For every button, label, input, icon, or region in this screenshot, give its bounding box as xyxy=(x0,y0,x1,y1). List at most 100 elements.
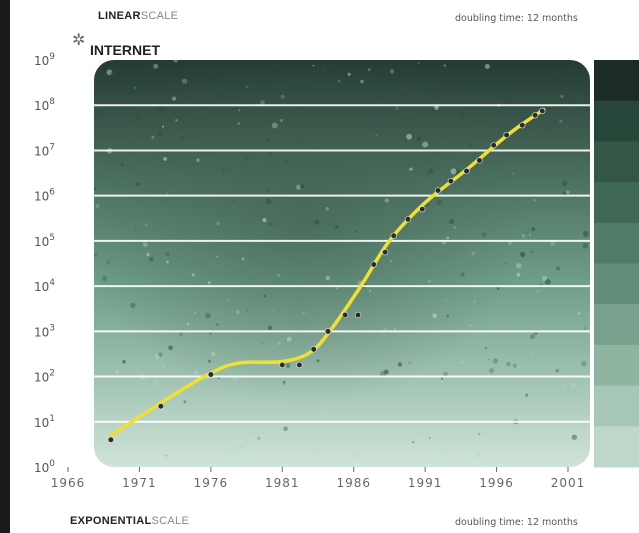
texture-dot xyxy=(288,396,292,400)
x-tick-label: 1981 xyxy=(265,476,300,490)
texture-dot xyxy=(165,251,170,257)
texture-dot xyxy=(173,60,178,63)
legend-swatch xyxy=(594,385,639,427)
texture-dot xyxy=(183,400,187,404)
texture-dot xyxy=(531,250,534,253)
texture-dot xyxy=(542,384,545,387)
texture-dot xyxy=(584,327,587,330)
y-tick-exponent: 9 xyxy=(49,52,55,62)
texture-dot xyxy=(487,358,490,361)
texture-dot xyxy=(267,201,270,204)
x-axis-tick-marks xyxy=(67,467,569,472)
texture-dot xyxy=(578,61,581,64)
texture-dot xyxy=(443,371,448,377)
data-point xyxy=(296,361,303,369)
chart-title: ✲ INTERNET xyxy=(72,32,160,58)
texture-dot xyxy=(389,260,392,263)
y-tick-exponent: 0 xyxy=(49,459,55,469)
data-point xyxy=(324,328,332,335)
texture-dot xyxy=(444,298,447,301)
legend-swatch xyxy=(594,263,639,305)
legend-swatch xyxy=(594,141,639,183)
texture-dot xyxy=(420,101,427,108)
data-point xyxy=(342,311,349,319)
texture-dot xyxy=(504,262,507,265)
texture-dot xyxy=(267,325,273,330)
data-points xyxy=(107,107,546,443)
texture-dot xyxy=(268,222,273,227)
y-tick-label: 105 xyxy=(34,233,55,249)
texture-dot xyxy=(461,361,464,364)
texture-dot xyxy=(440,377,444,380)
texture-dot xyxy=(448,218,455,225)
texture-dot xyxy=(422,141,429,148)
texture-dot xyxy=(484,346,488,350)
texture-dot xyxy=(443,64,447,67)
texture-dot xyxy=(393,327,396,330)
texture-dot xyxy=(553,71,559,77)
texture-dot xyxy=(325,275,331,281)
texture-dot xyxy=(285,160,288,164)
texture-dot xyxy=(314,219,320,225)
y-tick-label: 100 xyxy=(34,459,55,475)
plot-background xyxy=(94,60,590,467)
texture-dot xyxy=(286,336,292,342)
texture-dot xyxy=(280,118,284,123)
texture-dot xyxy=(233,60,237,62)
data-point xyxy=(419,206,426,213)
texture-dot xyxy=(321,411,324,414)
x-tick-label: 1976 xyxy=(194,476,229,490)
texture-dot xyxy=(142,242,148,248)
texture-dot xyxy=(516,272,521,277)
texture-dot xyxy=(210,351,216,357)
texture-dot xyxy=(135,116,139,120)
texture-dot xyxy=(283,380,286,383)
chart-title-text: INTERNET xyxy=(90,42,160,58)
texture-dot xyxy=(461,112,464,116)
texture-dot xyxy=(436,199,442,206)
texture-dot xyxy=(207,281,211,285)
texture-dot xyxy=(235,310,240,315)
doubling-time-top: doubling time: 12 months xyxy=(455,13,578,24)
texture-dot xyxy=(521,234,525,238)
y-tick-label: 101 xyxy=(34,414,55,430)
texture-dot xyxy=(133,86,137,90)
texture-dot xyxy=(246,309,249,312)
texture-dot xyxy=(94,253,98,257)
texture-dot xyxy=(536,290,539,293)
data-point xyxy=(310,346,317,353)
texture-dot xyxy=(101,276,107,282)
texture-dot xyxy=(395,107,399,110)
texture-dot xyxy=(165,454,168,457)
legend-swatch xyxy=(594,222,639,264)
texture-dot xyxy=(154,353,160,360)
texture-dot xyxy=(262,218,267,223)
x-tick-label: 1971 xyxy=(122,476,157,490)
texture-dot xyxy=(446,236,450,240)
texture-dot xyxy=(389,102,392,104)
y-tick-exponent: 3 xyxy=(49,323,55,333)
texture-dot xyxy=(559,119,563,123)
texture-dot xyxy=(139,113,142,116)
texture-dot xyxy=(422,433,425,435)
texture-dot xyxy=(245,86,248,88)
y-tick-exponent: 1 xyxy=(49,414,55,424)
data-point xyxy=(476,157,483,164)
texture-dot xyxy=(397,362,403,367)
texture-dot xyxy=(544,278,551,285)
texture-dot xyxy=(334,225,339,229)
texture-dot xyxy=(320,65,326,71)
y-tick-exponent: 8 xyxy=(49,97,55,107)
texture-dot xyxy=(206,396,210,400)
texture-dot xyxy=(354,230,358,233)
data-point xyxy=(107,436,114,443)
x-tick-label: 1986 xyxy=(336,476,371,490)
texture-dot xyxy=(238,109,241,112)
texture-dot xyxy=(416,136,422,142)
linear-scale-label: LINEARSCALE xyxy=(98,10,179,22)
texture-dot xyxy=(115,370,119,374)
texture-dot xyxy=(241,257,245,261)
texture-dot xyxy=(157,105,164,112)
texture-dot xyxy=(245,156,250,161)
